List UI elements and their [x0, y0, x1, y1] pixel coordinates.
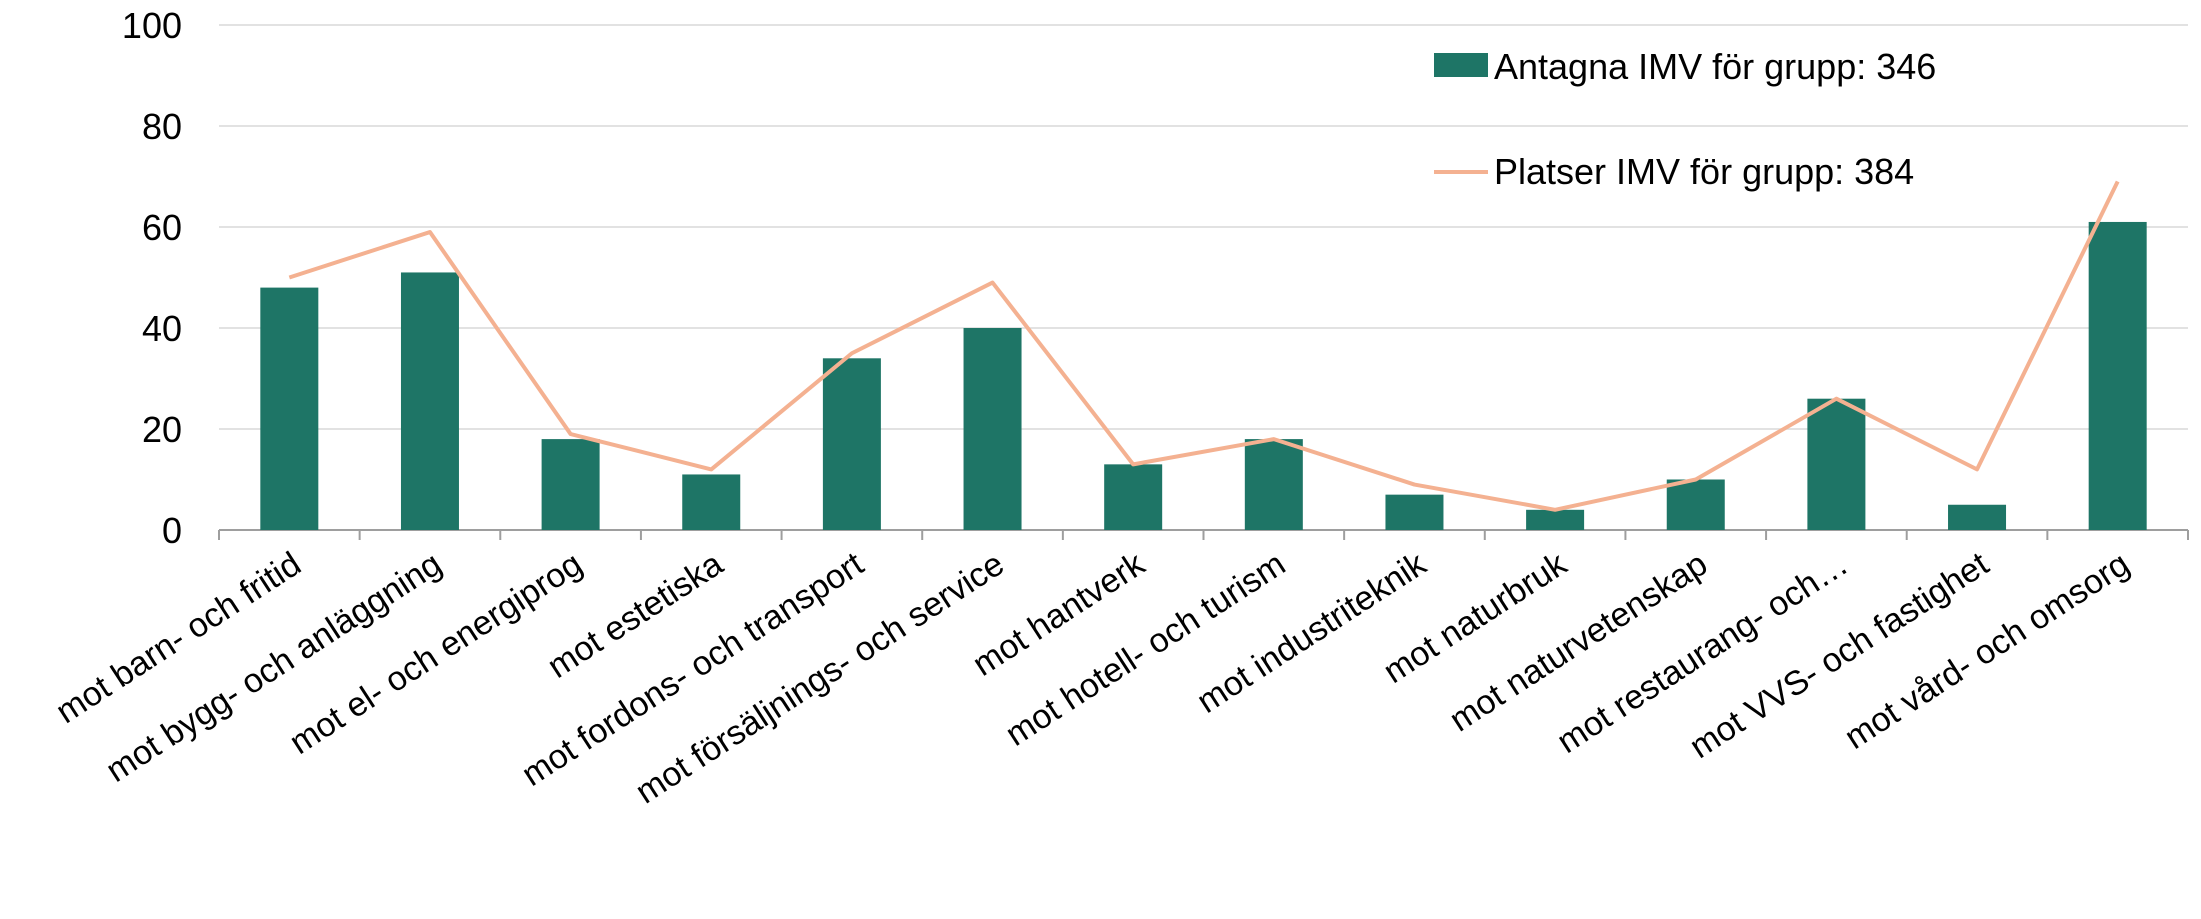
- bar: [1807, 398, 1866, 530]
- bar: [260, 287, 319, 530]
- bar: [2088, 221, 2147, 530]
- bar-series: [260, 221, 2147, 530]
- y-tick-label: 60: [142, 207, 182, 248]
- legend-swatch-antagna: [1434, 53, 1488, 77]
- legend: Antagna IMV för grupp: 346 Platser IMV f…: [1434, 46, 1936, 192]
- bar: [1244, 439, 1303, 530]
- y-tick-label: 100: [122, 5, 182, 46]
- bar: [400, 272, 459, 530]
- x-tick-label: mot barn- och fritid: [49, 545, 307, 731]
- legend-label-antagna: Antagna IMV för grupp: 346: [1494, 46, 1936, 87]
- bar: [1526, 509, 1585, 530]
- bar: [1948, 504, 2007, 530]
- x-axis: [218, 529, 2189, 540]
- y-tick-label: 40: [142, 308, 182, 349]
- bar: [541, 439, 600, 530]
- legend-label-platser: Platser IMV för grupp: 384: [1494, 151, 1914, 192]
- bar: [682, 474, 741, 530]
- bar: [1104, 464, 1163, 530]
- x-tick-label: mot industriteknik: [1190, 544, 1433, 720]
- line-series: [288, 180, 2120, 512]
- bar: [1666, 479, 1725, 530]
- bar: [963, 328, 1022, 530]
- bar: [822, 358, 881, 530]
- y-tick-label: 0: [162, 510, 182, 551]
- y-tick-label: 80: [142, 106, 182, 147]
- bar: [1385, 494, 1444, 530]
- y-axis: 0 20 40 60 80 100: [122, 5, 182, 551]
- series-line: [288, 180, 2120, 512]
- y-tick-label: 20: [142, 409, 182, 450]
